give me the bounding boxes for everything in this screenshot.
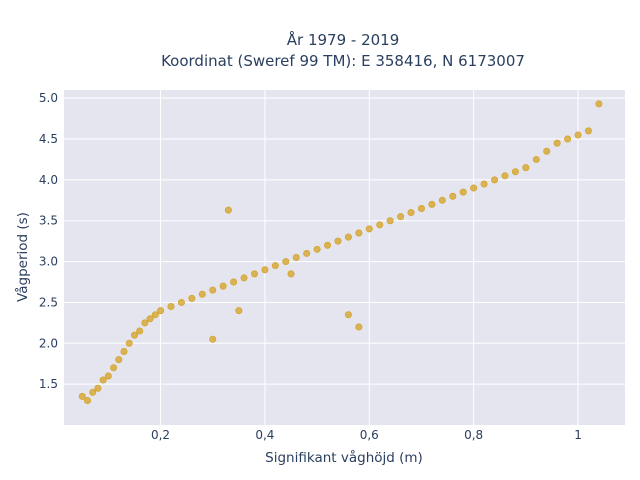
x-tick-label: 0,2 (151, 428, 170, 442)
data-point (449, 192, 457, 200)
data-point (230, 278, 238, 286)
data-point (136, 327, 144, 335)
x-tick-label: 1 (574, 428, 582, 442)
data-point (282, 258, 290, 266)
data-point (595, 100, 603, 108)
data-point (130, 331, 138, 339)
data-point (428, 200, 436, 208)
data-point (344, 233, 352, 241)
data-point (543, 147, 551, 155)
data-point (365, 225, 373, 233)
data-point (407, 209, 415, 217)
data-point (261, 266, 269, 274)
grid-lines (64, 90, 625, 425)
x-axis-label: Signifikant våghöjd (m) (265, 449, 423, 466)
data-point (99, 376, 107, 384)
data-point (240, 274, 248, 282)
data-point (324, 241, 332, 249)
data-point (198, 290, 206, 298)
plot-area (64, 90, 625, 425)
data-point (167, 303, 175, 311)
x-tick-label: 0,8 (464, 428, 483, 442)
y-axis-label: Vågperiod (s) (14, 212, 31, 302)
y-tick-label: 3.5 (39, 214, 58, 228)
data-point (188, 294, 196, 302)
data-point (355, 229, 363, 237)
data-point (574, 131, 582, 139)
data-point (120, 347, 128, 355)
data-point (470, 184, 478, 192)
data-point (271, 262, 279, 270)
data-point (532, 155, 540, 163)
data-point (224, 206, 232, 214)
y-tick-label: 4.0 (39, 173, 58, 187)
x-tick-label: 0,6 (360, 428, 379, 442)
chart-title: År 1979 - 2019 (287, 30, 400, 49)
data-point (397, 213, 405, 221)
data-point (522, 164, 530, 172)
data-point (376, 221, 384, 229)
data-point (157, 307, 165, 315)
data-point (386, 217, 394, 225)
chart-subtitle: Koordinat (Sweref 99 TM): E 358416, N 61… (161, 52, 525, 70)
x-tick-label: 0,4 (255, 428, 274, 442)
data-point (584, 127, 592, 135)
data-point (250, 270, 258, 278)
data-point (94, 384, 102, 392)
data-point (219, 282, 227, 290)
data-point (110, 364, 118, 372)
y-tick-label: 2.5 (39, 295, 58, 309)
data-point (491, 176, 499, 184)
y-tick-label: 4.5 (39, 132, 58, 146)
data-point (459, 188, 467, 196)
data-point (438, 196, 446, 204)
data-point (209, 286, 217, 294)
y-tick-label: 1.5 (39, 377, 58, 391)
y-tick-label: 5.0 (39, 91, 58, 105)
data-point (564, 135, 572, 143)
data-point (292, 254, 300, 262)
data-point (115, 356, 123, 364)
data-point (313, 245, 321, 253)
data-point (355, 323, 363, 331)
data-point (104, 372, 112, 380)
data-point (89, 388, 97, 396)
y-tick-label: 2.0 (39, 336, 58, 350)
data-point (334, 237, 342, 245)
y-tick-label: 3.0 (39, 255, 58, 269)
data-point (480, 180, 488, 188)
data-point (501, 172, 509, 180)
data-point (141, 319, 149, 327)
data-point (151, 311, 159, 319)
data-point (235, 307, 243, 315)
data-point (83, 396, 91, 404)
data-point (287, 270, 295, 278)
y-axis-ticks: 1.5 2.0 2.5 3.0 3.5 4.0 4.5 5.0 (39, 91, 58, 391)
x-axis-ticks: 0,2 0,4 0,6 0,8 1 (151, 428, 582, 442)
data-point (125, 339, 133, 347)
data-point (344, 311, 352, 319)
scatter-points (78, 100, 603, 404)
data-point (553, 139, 561, 147)
data-point (78, 392, 86, 400)
data-point (146, 315, 154, 323)
data-point (511, 168, 519, 176)
data-point (209, 335, 217, 343)
data-point (417, 204, 425, 212)
data-point (303, 249, 311, 257)
data-point (177, 298, 185, 306)
